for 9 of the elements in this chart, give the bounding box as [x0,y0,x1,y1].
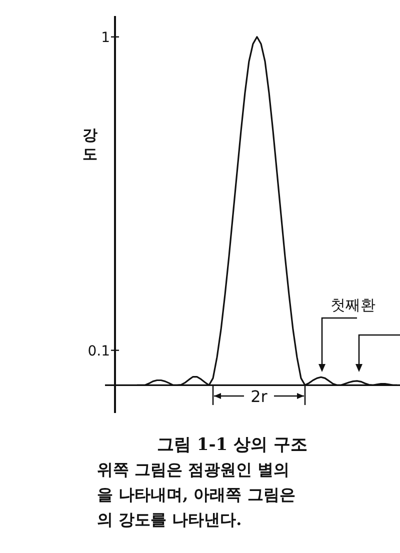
y-tick-label: 0.1 [88,343,110,360]
y-axis-title: 강도 [82,126,98,163]
text: 의 강도를 나타낸다. [97,510,242,529]
text: 그림 1-1 상의 구조 [157,435,308,455]
y-tick-label: 1 [101,30,110,46]
annotation: 2r [250,387,268,406]
annotation: 첫째환 [330,296,376,314]
text: 위쪽 그림은 점광원인 별의 [97,460,290,479]
text: 을 나타내며, 아래쪽 그림은 [97,485,296,504]
